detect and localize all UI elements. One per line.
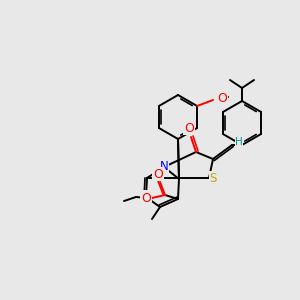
Text: N: N [141, 190, 149, 203]
Text: O: O [217, 92, 227, 106]
Text: N: N [160, 160, 168, 173]
Text: O: O [153, 167, 163, 181]
Text: O: O [141, 191, 151, 205]
Text: S: S [209, 172, 217, 184]
Text: H: H [235, 137, 243, 147]
Text: O: O [184, 122, 194, 134]
